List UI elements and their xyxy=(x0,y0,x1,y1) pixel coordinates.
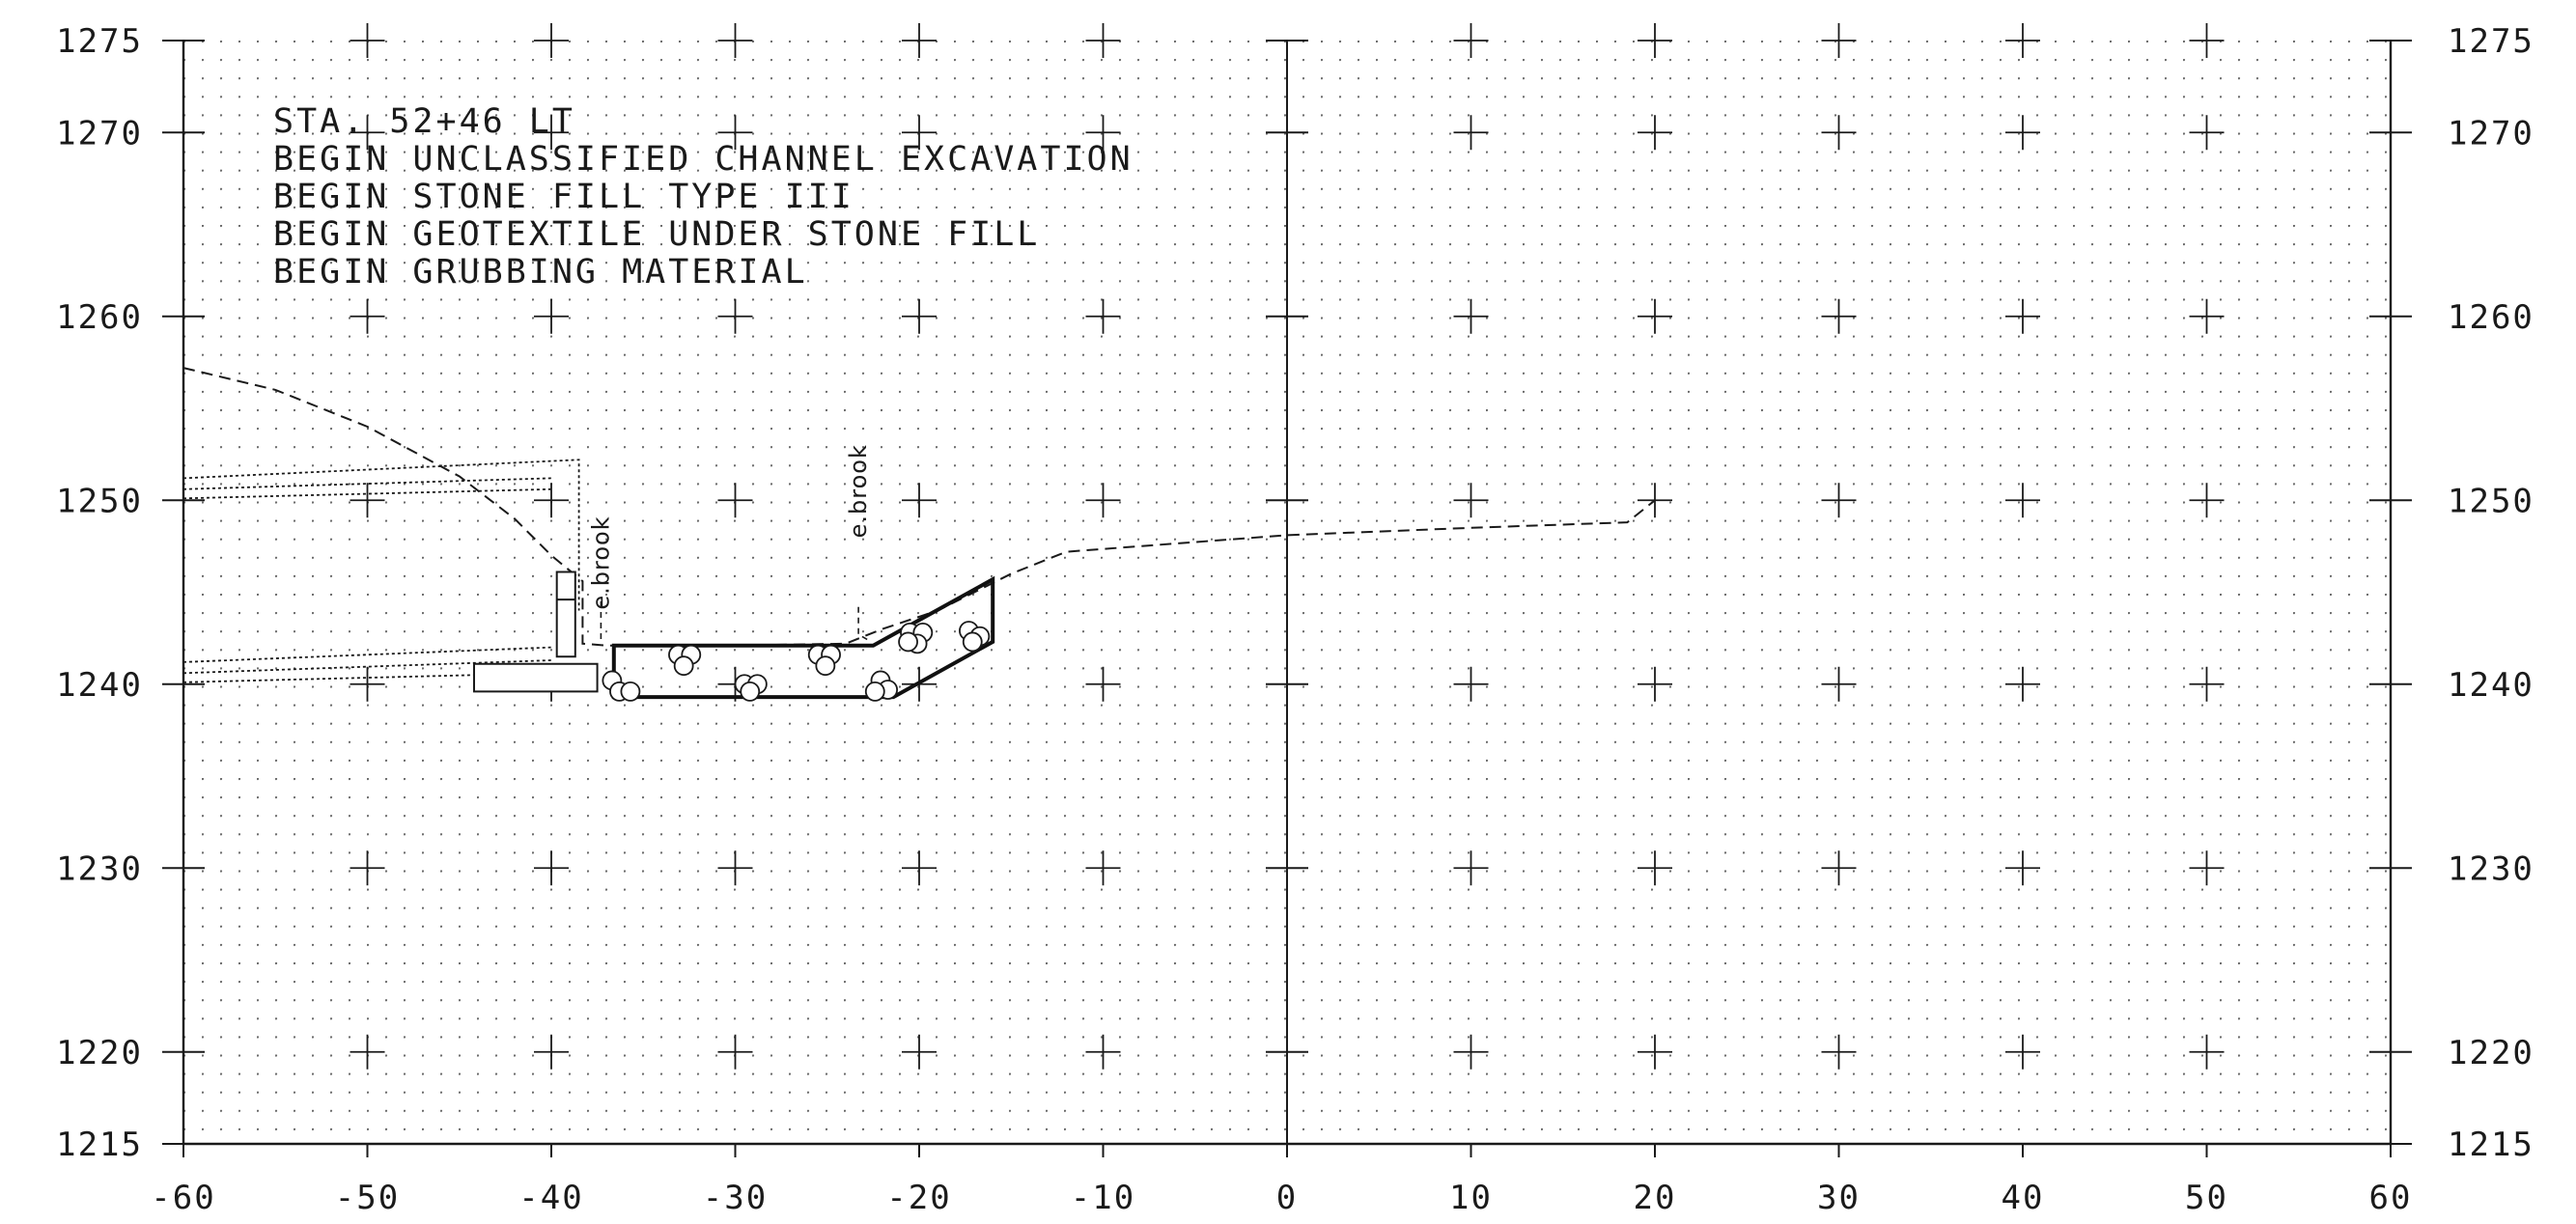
y-tick-label-left: 1215 xyxy=(56,1126,143,1164)
y-tick-label-left: 1230 xyxy=(56,849,143,888)
station-note-line: BEGIN GRUBBING MATERIAL xyxy=(273,253,808,292)
axes xyxy=(162,40,2412,1157)
y-tick-label-left: 1270 xyxy=(56,114,143,153)
grid-crosses xyxy=(350,23,2225,1070)
x-tick-label: 60 xyxy=(2369,1179,2413,1217)
y-tick-label-right: 1260 xyxy=(2448,298,2534,337)
y-tick-label-right: 1275 xyxy=(2448,22,2534,61)
x-tick-label: -50 xyxy=(335,1179,400,1217)
y-axis-labels-right: 1275 1270 1260 1250 1240 1230 1220 1215 xyxy=(2448,22,2534,1164)
y-tick-label-left: 1250 xyxy=(56,482,143,520)
x-tick-label: 0 xyxy=(1276,1179,1298,1217)
y-tick-label-left: 1260 xyxy=(56,298,143,337)
y-axis-labels-left: 1275 1270 1260 1250 1240 1230 1220 1215 xyxy=(56,22,143,1164)
x-tick-label: -30 xyxy=(703,1179,768,1217)
brook-leader-line xyxy=(857,606,872,643)
stone-symbol xyxy=(620,681,641,702)
x-tick-label: 10 xyxy=(1449,1179,1493,1217)
y-tick-label-right: 1270 xyxy=(2448,114,2534,153)
y-tick-label-left: 1240 xyxy=(56,666,143,705)
x-tick-label: -10 xyxy=(1071,1179,1135,1217)
x-tick-label: 40 xyxy=(2002,1179,2045,1217)
x-tick-label: -60 xyxy=(151,1179,215,1217)
x-tick-label: 20 xyxy=(1634,1179,1677,1217)
x-axis-labels: -60 -50 -40 -30 -20 -10 0 10 20 30 40 50 60 xyxy=(151,1179,2413,1217)
brook-label: e.brook xyxy=(845,444,872,538)
x-tick-label: -20 xyxy=(886,1179,951,1217)
y-tick-label-right: 1240 xyxy=(2448,666,2534,705)
stone-symbol xyxy=(740,681,761,702)
y-tick-label-right: 1230 xyxy=(2448,849,2534,888)
brook-label: e.brook xyxy=(587,515,614,609)
stone-fill-symbols xyxy=(602,621,991,702)
x-tick-label: -40 xyxy=(518,1179,583,1217)
y-tick-label-left: 1220 xyxy=(56,1034,143,1072)
y-tick-label-right: 1220 xyxy=(2448,1034,2534,1072)
stone-symbol xyxy=(898,631,918,653)
station-note-line: BEGIN STONE FILL TYPE III xyxy=(273,178,854,216)
y-tick-label-left: 1275 xyxy=(56,22,143,61)
existing-ground-line xyxy=(182,367,1656,647)
wall-footing xyxy=(473,662,599,693)
x-tick-label: 30 xyxy=(1817,1179,1861,1217)
station-note-line: STA. 52+46 LT xyxy=(273,102,575,141)
y-tick-label-right: 1215 xyxy=(2448,1126,2534,1164)
stone-symbol xyxy=(962,631,983,653)
station-note-line: BEGIN GEOTEXTILE UNDER STONE FILL xyxy=(273,215,1040,254)
stone-symbol xyxy=(815,655,836,677)
x-tick-label: 50 xyxy=(2185,1179,2228,1217)
stone-symbol xyxy=(673,655,694,677)
station-note-line: BEGIN UNCLASSIFIED CHANNEL EXCAVATION xyxy=(273,140,1134,179)
brook-labels: e.brook e.brook xyxy=(587,444,872,610)
wall-stem xyxy=(555,570,576,658)
upper-dotted-line xyxy=(182,459,580,611)
y-tick-label-right: 1250 xyxy=(2448,482,2534,520)
stone-symbol xyxy=(864,681,885,702)
